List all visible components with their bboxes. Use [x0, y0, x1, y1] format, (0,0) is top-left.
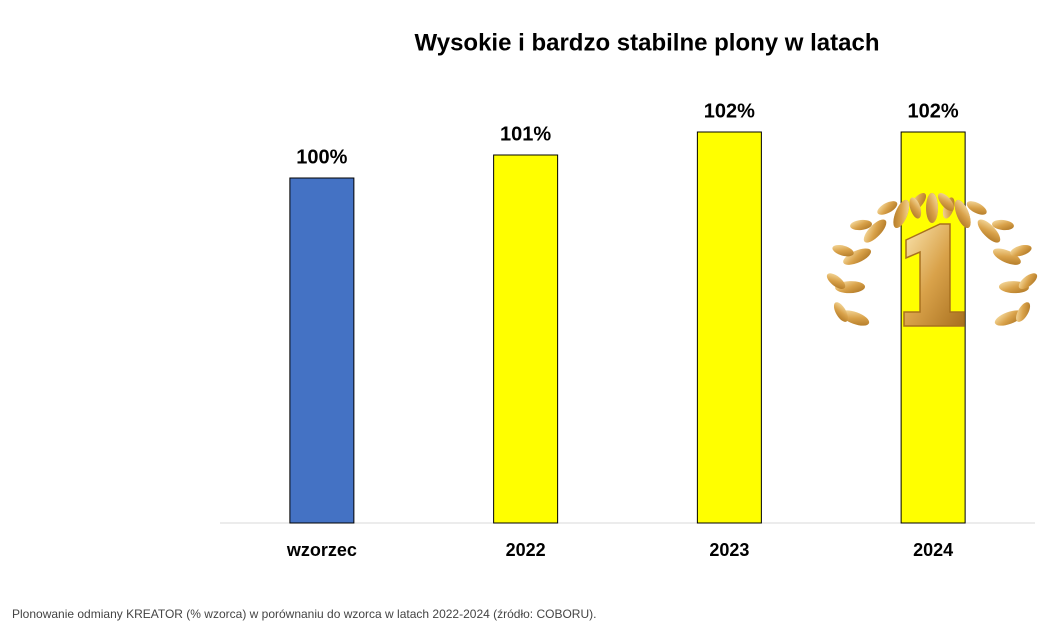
- value-label: 102%: [704, 100, 755, 122]
- bar: [493, 154, 559, 524]
- laurel-leaf: [850, 219, 872, 231]
- laurel-leaf: [954, 199, 971, 229]
- laurel-leaf: [1018, 273, 1038, 289]
- laurel-leaf: [966, 201, 987, 215]
- rank-one-icon: [903, 223, 965, 327]
- value-label: 100%: [296, 146, 347, 168]
- laurel-leaf: [832, 244, 854, 257]
- laurel-leaf: [1010, 244, 1032, 257]
- laurel-leaf: [893, 199, 910, 229]
- laurel-icon: [826, 192, 1038, 327]
- laurel-leaf: [992, 248, 1021, 265]
- x-tick-label: wzorzec: [286, 540, 357, 560]
- bar: [289, 177, 355, 524]
- laurel-leaf: [1016, 302, 1031, 322]
- plot: 100% wzorzec 101% 2022 102% 2023 102% 2024: [286, 100, 966, 560]
- laurel-leaf: [833, 302, 848, 322]
- laurel-leaf: [994, 310, 1024, 326]
- bar: [900, 131, 966, 524]
- footnote: Plonowanie odmiany KREATOR (% wzorca) w …: [12, 607, 596, 621]
- x-tick-label: 2023: [709, 540, 749, 560]
- laurel-leaf: [909, 197, 922, 219]
- chart-title: Wysokie i bardzo stabilne plony w latach: [415, 29, 880, 56]
- value-label: 102%: [908, 100, 959, 122]
- value-label: 101%: [500, 123, 551, 145]
- laurel-leaf: [926, 193, 938, 223]
- laurel-leaf: [877, 201, 898, 215]
- x-tick-label: 2024: [913, 540, 953, 560]
- laurel-leaf: [840, 310, 870, 326]
- laurel-leaf: [826, 273, 846, 289]
- laurel-leaf: [843, 248, 872, 265]
- laurel-leaf: [977, 219, 1001, 243]
- laurel-leaf: [863, 219, 887, 243]
- x-tick-label: 2022: [506, 540, 546, 560]
- laurel-leaf: [992, 219, 1014, 231]
- laurel-leaf: [937, 192, 955, 212]
- bar: [696, 131, 762, 524]
